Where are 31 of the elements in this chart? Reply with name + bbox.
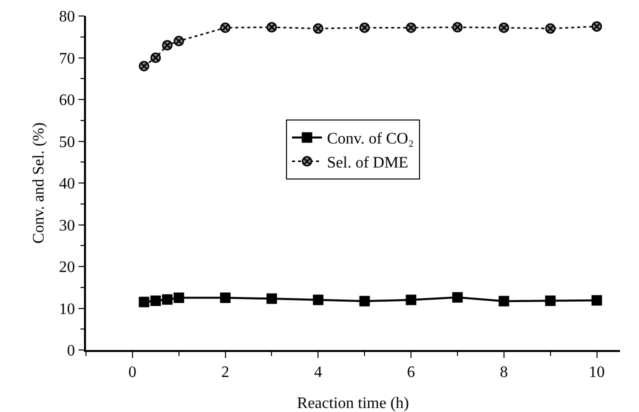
x-tick-label: 8: [500, 364, 508, 381]
point: [359, 296, 370, 306]
point: [220, 292, 231, 304]
x-tick-label: 6: [407, 364, 416, 381]
x-tick-label: 2: [221, 364, 230, 381]
x-tick-label: 10: [588, 364, 605, 381]
point: [150, 295, 161, 306]
point: [545, 295, 556, 306]
point: [452, 292, 463, 303]
point: [592, 295, 602, 306]
x-axis-title: Reaction time (h): [297, 395, 409, 412]
point: [498, 296, 510, 306]
legend-label: Sel. of DME: [327, 154, 408, 172]
y-tick-label: 10: [59, 300, 76, 318]
y-tick-label: 20: [59, 259, 76, 276]
y-tick-label: 40: [59, 176, 76, 193]
y-tick-label: 70: [59, 50, 76, 68]
y-tick-label: 30: [59, 217, 76, 234]
y-tick-label: 0: [67, 342, 76, 360]
y-axis-title: Conv. and Sel. (%): [30, 122, 48, 244]
y-tick-label: 50: [59, 134, 76, 151]
point: [406, 294, 416, 306]
point: [312, 294, 324, 306]
point: [174, 292, 184, 304]
point: [138, 296, 150, 308]
x-tick-label: 0: [128, 364, 136, 381]
x-tick-label: 4: [314, 364, 322, 381]
point: [266, 293, 277, 304]
y-tick-label: 80: [59, 8, 76, 26]
y-tick-label: 60: [59, 92, 76, 110]
point: [162, 294, 173, 305]
